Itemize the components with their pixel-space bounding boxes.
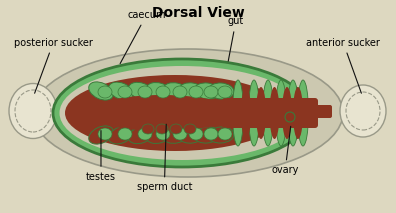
Ellipse shape (156, 86, 170, 98)
Ellipse shape (256, 87, 266, 139)
Ellipse shape (232, 80, 244, 146)
Ellipse shape (218, 128, 232, 140)
Ellipse shape (156, 128, 170, 140)
Ellipse shape (138, 128, 152, 140)
Text: sperm duct: sperm duct (137, 124, 192, 192)
Ellipse shape (287, 80, 299, 146)
Ellipse shape (249, 80, 259, 146)
Ellipse shape (53, 59, 311, 167)
Ellipse shape (88, 95, 236, 131)
Ellipse shape (282, 87, 292, 139)
Ellipse shape (33, 49, 343, 177)
Text: Dorsal View: Dorsal View (152, 6, 244, 20)
Text: testes: testes (86, 131, 116, 182)
Ellipse shape (293, 87, 303, 139)
Ellipse shape (285, 112, 295, 122)
Ellipse shape (98, 86, 112, 98)
Ellipse shape (163, 83, 189, 99)
Ellipse shape (173, 86, 187, 98)
FancyBboxPatch shape (222, 98, 318, 128)
Ellipse shape (89, 126, 113, 144)
Ellipse shape (59, 66, 305, 160)
Ellipse shape (128, 82, 154, 100)
Ellipse shape (98, 128, 112, 140)
Ellipse shape (263, 80, 274, 146)
Ellipse shape (142, 124, 154, 134)
Ellipse shape (118, 128, 132, 140)
Ellipse shape (184, 124, 196, 134)
Ellipse shape (109, 126, 133, 144)
Ellipse shape (189, 86, 203, 98)
Ellipse shape (270, 87, 280, 139)
Ellipse shape (89, 82, 113, 100)
Ellipse shape (194, 127, 220, 143)
Ellipse shape (218, 86, 232, 98)
Ellipse shape (204, 86, 218, 98)
Ellipse shape (9, 83, 57, 138)
Ellipse shape (179, 127, 205, 143)
Ellipse shape (194, 83, 220, 99)
Ellipse shape (276, 80, 286, 146)
Text: posterior sucker: posterior sucker (14, 38, 93, 93)
Ellipse shape (138, 86, 152, 98)
Ellipse shape (179, 83, 205, 99)
Text: gut: gut (228, 16, 244, 61)
Ellipse shape (65, 75, 285, 151)
Text: ovary: ovary (271, 126, 299, 175)
Ellipse shape (128, 126, 154, 144)
Ellipse shape (204, 128, 218, 140)
Text: anterior sucker: anterior sucker (306, 38, 380, 93)
Ellipse shape (118, 86, 132, 98)
Ellipse shape (340, 85, 386, 137)
Ellipse shape (109, 82, 133, 100)
Ellipse shape (208, 127, 234, 143)
Ellipse shape (146, 127, 172, 144)
Ellipse shape (156, 124, 168, 134)
Text: caecum: caecum (120, 10, 166, 64)
Ellipse shape (208, 83, 234, 99)
FancyBboxPatch shape (213, 105, 332, 118)
Ellipse shape (189, 128, 203, 140)
Ellipse shape (170, 124, 182, 134)
Ellipse shape (146, 82, 172, 99)
Ellipse shape (173, 128, 187, 140)
Ellipse shape (163, 127, 189, 143)
Ellipse shape (297, 80, 308, 146)
Ellipse shape (241, 87, 251, 139)
